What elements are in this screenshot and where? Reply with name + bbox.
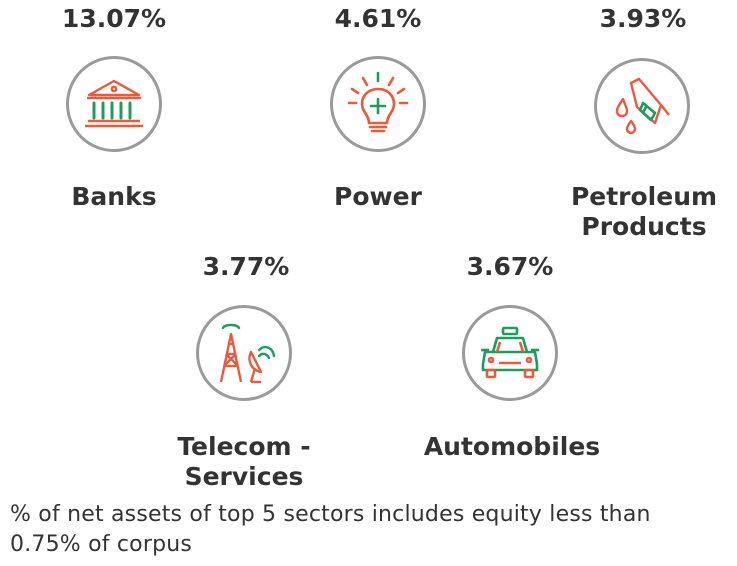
petroleum-label-line2: Products <box>581 212 707 241</box>
lightbulb-icon <box>347 71 409 133</box>
power-icon-circle <box>330 56 426 152</box>
automobiles-label: Automobiles <box>423 432 601 461</box>
petroleum-icon-circle <box>594 58 690 154</box>
telecom-label: Telecom - Services <box>144 432 344 492</box>
banks-label: Banks <box>71 182 157 211</box>
bank-icon <box>85 79 143 128</box>
petroleum-label: Petroleum Products <box>544 182 737 242</box>
telecom-icon-circle <box>196 305 292 401</box>
footnote: % of net assets of top 5 sectors include… <box>10 502 651 557</box>
banks-icon-circle <box>66 56 162 152</box>
power-percent: 4.61% <box>334 4 422 33</box>
petroleum-percent: 3.93% <box>599 4 687 33</box>
telecom-percent: 3.77% <box>202 252 290 281</box>
telecom-tower-icon <box>219 323 276 384</box>
telecom-label-line2: Services <box>184 462 304 491</box>
banks-percent: 13.07% <box>61 4 167 33</box>
automobiles-icon-circle <box>462 305 558 401</box>
power-label: Power <box>334 182 422 211</box>
automobiles-percent: 3.67% <box>466 252 554 281</box>
fuel-nozzle-icon <box>615 77 670 135</box>
petroleum-label-line1: Petroleum <box>570 182 718 211</box>
car-icon <box>481 326 539 379</box>
telecom-label-line1: Telecom - <box>177 432 311 461</box>
